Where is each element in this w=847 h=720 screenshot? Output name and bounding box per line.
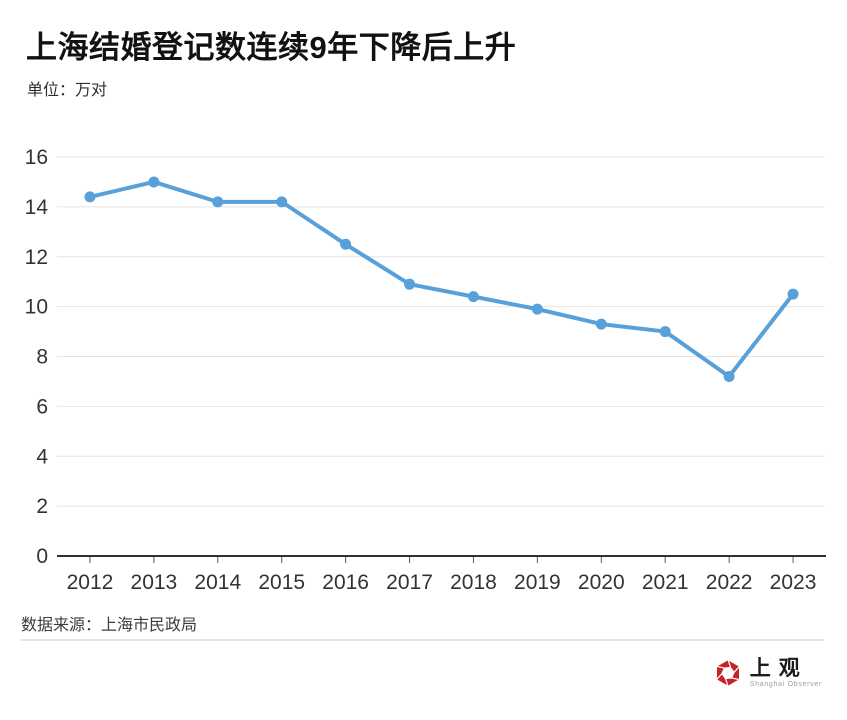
data-point xyxy=(723,370,735,382)
y-axis-label: 14 xyxy=(25,196,49,219)
logo-text: 上观 xyxy=(749,655,808,680)
data-line xyxy=(87,179,796,379)
data-point xyxy=(659,326,671,338)
logo-mark-icon xyxy=(714,658,741,687)
y-axis-label: 0 xyxy=(36,545,48,568)
y-axis-label: 4 xyxy=(36,445,48,468)
logo-blade xyxy=(714,658,732,669)
data-point xyxy=(467,291,479,303)
logo-texts: 上观 Shanghai Observer xyxy=(749,655,822,689)
data-point xyxy=(212,196,224,208)
x-axis-label: 2018 xyxy=(450,571,497,594)
x-axis-label: 2012 xyxy=(67,571,114,594)
y-axis-label: 8 xyxy=(36,346,48,369)
data-point xyxy=(148,176,160,188)
source-label: 数据来源：上海市民政局 xyxy=(21,617,198,634)
x-axis-label: 2019 xyxy=(514,571,561,594)
data-point xyxy=(595,318,607,330)
y-axis-label: 16 xyxy=(25,146,48,169)
logo: 上观 Shanghai Observer xyxy=(714,655,822,689)
x-axis-label: 2014 xyxy=(194,571,241,594)
x-axis-label: 2022 xyxy=(706,571,753,594)
data-point xyxy=(531,303,543,315)
data-point xyxy=(404,278,416,290)
y-axis-label: 6 xyxy=(36,395,48,418)
x-axis-label: 2023 xyxy=(770,571,817,594)
chart-title: 上海结婚登记数连续9年下降后上升 xyxy=(26,30,517,65)
y-axis-label: 12 xyxy=(25,246,48,269)
data-point xyxy=(276,196,288,208)
x-axis-label: 2017 xyxy=(386,571,433,594)
line-chart: 0 2 4 6 8 10 12 14 16 2012 2013 2014 2015 2016 2017 201… xyxy=(25,146,826,594)
x-axis-label: 2021 xyxy=(642,571,689,594)
x-axis-label: 2020 xyxy=(578,571,625,594)
y-axis-label: 10 xyxy=(25,296,48,319)
footer-divider xyxy=(21,639,824,641)
logo-subtext: Shanghai Observer xyxy=(749,681,822,689)
data-point xyxy=(340,238,352,250)
data-point xyxy=(84,191,96,203)
x-axis-label: 2013 xyxy=(131,571,178,594)
unit-label: 单位：万对 xyxy=(27,82,108,99)
x-axis-label: 2016 xyxy=(322,571,369,594)
y-axis-label: 2 xyxy=(36,495,48,518)
data-point xyxy=(787,288,799,300)
x-axis-label: 2015 xyxy=(258,571,305,594)
